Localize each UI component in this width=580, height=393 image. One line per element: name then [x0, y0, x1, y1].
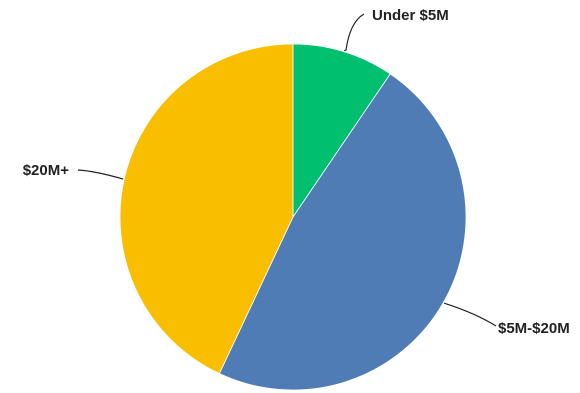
pie-slice-under-5m — [292, 43, 391, 219]
leader-line-5m-20m — [443, 302, 497, 327]
pie-slices — [119, 43, 467, 391]
leader-line-20m-plus — [77, 169, 124, 180]
leader-line-under-5m — [343, 13, 365, 52]
pie-leader-lines — [77, 13, 497, 327]
pie-slice-5m-20m — [218, 73, 467, 391]
slice-label-5m-20m: $5M-$20M — [498, 320, 570, 337]
slice-label-20m-plus: $20M+ — [23, 162, 70, 179]
pie-labels: Under $5M $5M-$20M $20M+ — [23, 7, 570, 337]
slice-label-under-5m: Under $5M — [372, 7, 449, 24]
pie-slice-20m-plus — [119, 43, 294, 375]
